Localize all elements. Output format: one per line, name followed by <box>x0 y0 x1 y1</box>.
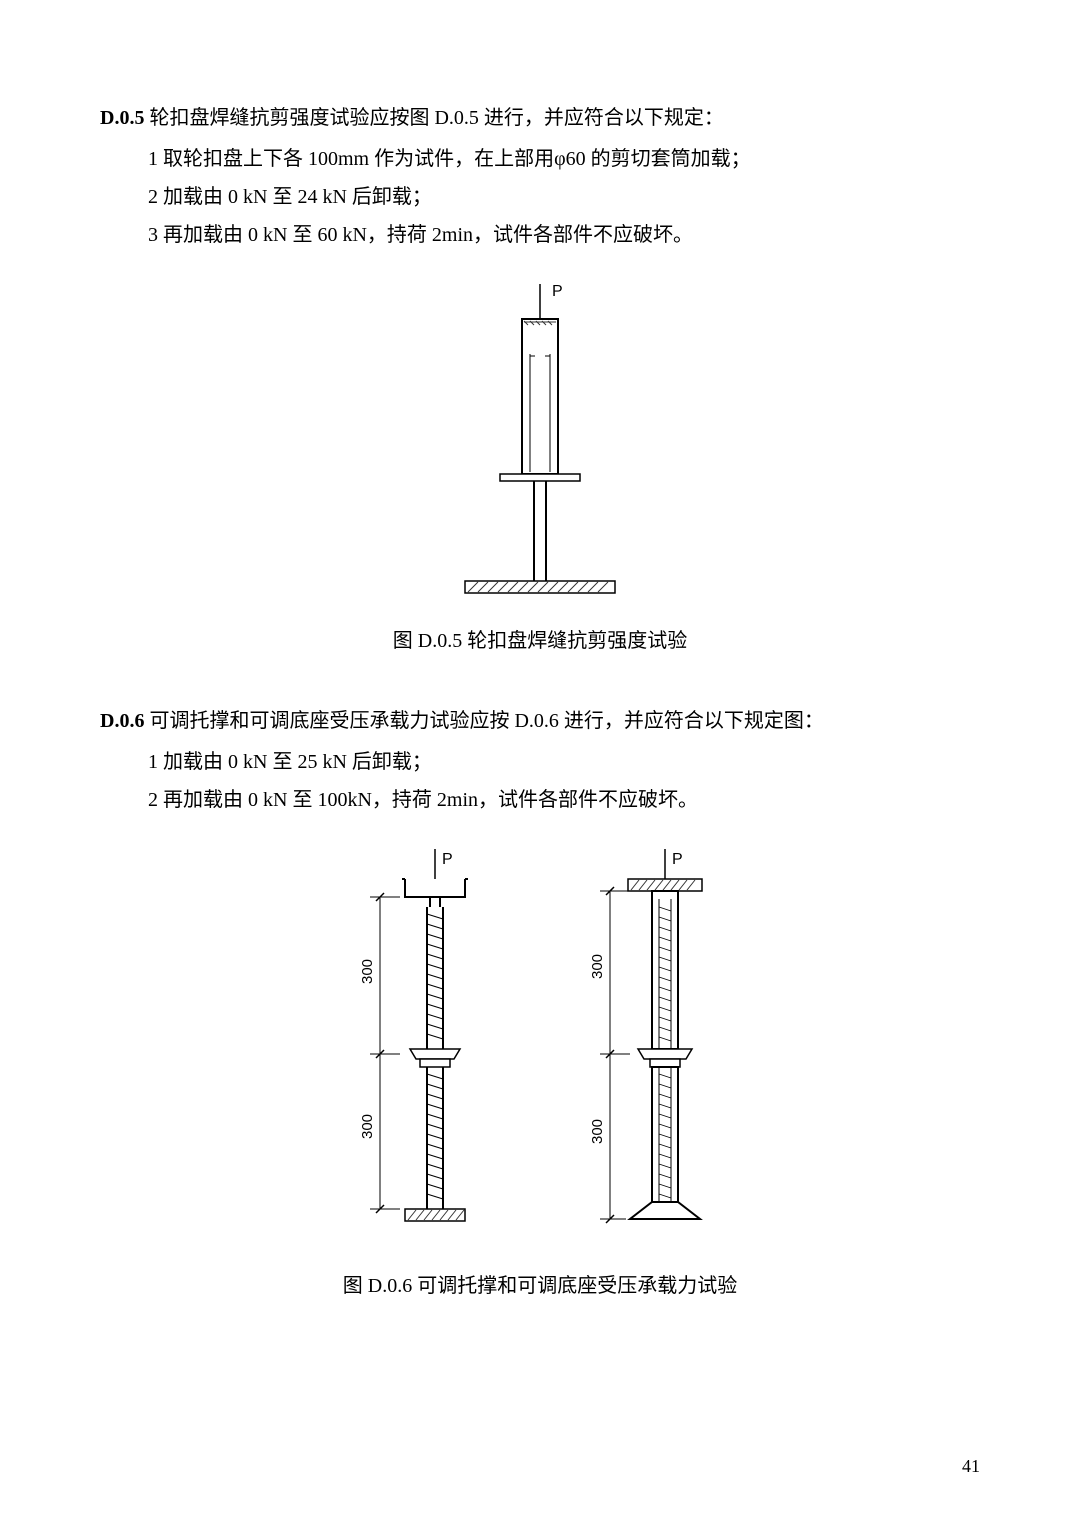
figure-caption: 图 D.0.5 轮扣盘焊缝抗剪强度试验 <box>393 624 687 653</box>
figure-d06: P <box>100 849 980 1298</box>
page-number: 41 <box>962 1456 980 1477</box>
list-item: 1 取轮扣盘上下各 100mm 作为试件，在上部用φ60 的剪切套筒加载； <box>100 140 980 178</box>
svg-text:300: 300 <box>589 954 606 979</box>
heading-text: 可调托撑和可调底座受压承载力试验应按 D.0.6 进行，并应符合以下规定图： <box>149 710 823 732</box>
figure-d05: P <box>100 284 980 653</box>
svg-text:300: 300 <box>589 1119 606 1144</box>
list-item: 1 加载由 0 kN 至 25 kN 后卸载； <box>100 743 980 781</box>
svg-text:300: 300 <box>359 959 376 984</box>
figure-d05-svg: P <box>410 284 670 604</box>
svg-text:P: P <box>672 851 683 868</box>
heading-text: 轮扣盘焊缝抗剪强度试验应按图 D.0.5 进行，并应符合以下规定： <box>149 107 723 129</box>
load-label: P <box>552 284 563 300</box>
svg-text:300: 300 <box>359 1114 376 1139</box>
heading-number: D.0.6 <box>100 710 144 732</box>
list-item: 2 再加载由 0 kN 至 100kN，持荷 2min，试件各部件不应破坏。 <box>100 781 980 819</box>
heading-number: D.0.5 <box>100 107 144 129</box>
figure-caption: 图 D.0.6 可调托撑和可调底座受压承载力试验 <box>343 1269 737 1298</box>
list-item: 3 再加载由 0 kN 至 60 kN，持荷 2min，试件各部件不应破坏。 <box>100 216 980 254</box>
section-heading-d06: D.0.6 可调托撑和可调底座受压承载力试验应按 D.0.6 进行，并应符合以下… <box>100 703 980 739</box>
figure-d06-svg: P <box>290 849 790 1249</box>
list-item: 2 加载由 0 kN 至 24 kN 后卸载； <box>100 178 980 216</box>
section-heading-d05: D.0.5 轮扣盘焊缝抗剪强度试验应按图 D.0.5 进行，并应符合以下规定： <box>100 100 980 136</box>
svg-text:P: P <box>442 851 453 868</box>
